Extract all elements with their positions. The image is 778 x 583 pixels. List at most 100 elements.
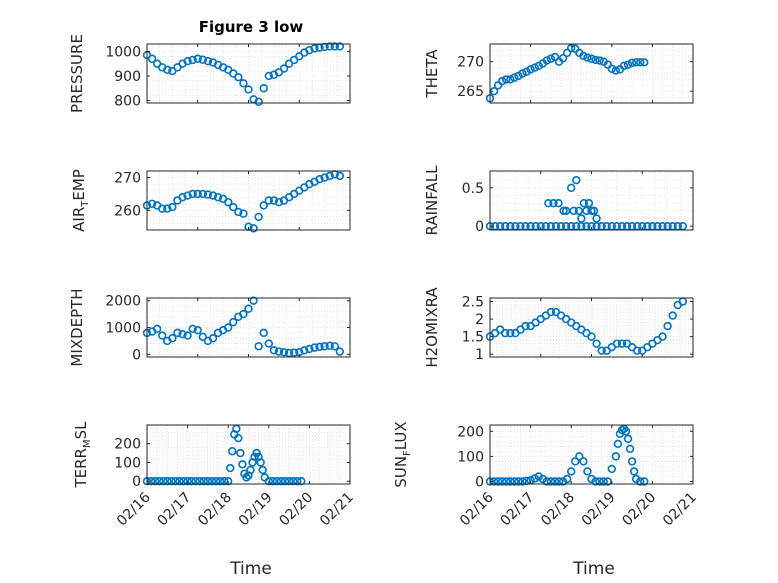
- data-point: [239, 309, 248, 319]
- data-point: [168, 202, 177, 212]
- data-point: [579, 457, 588, 466]
- data-point: [208, 191, 218, 200]
- data-point: [234, 72, 243, 82]
- data-point: [168, 334, 177, 343]
- ylabel-mixdepth: MIXDEPTH: [68, 288, 86, 366]
- y-tick-label: 0: [475, 219, 484, 235]
- data-point: [550, 52, 560, 62]
- data-point: [501, 328, 510, 338]
- data-point: [530, 474, 539, 483]
- data-point: [158, 331, 167, 340]
- data-point: [514, 477, 523, 486]
- data-point: [559, 206, 568, 216]
- data-point: [246, 465, 255, 475]
- data-point: [264, 196, 273, 205]
- data-point: [147, 54, 157, 63]
- data-point: [183, 331, 192, 340]
- data-point: [213, 193, 223, 202]
- data-point: [147, 199, 157, 208]
- data-point: [183, 57, 192, 66]
- y-tick-label: 2.5: [462, 295, 484, 311]
- data-point: [193, 189, 202, 199]
- data-point: [493, 477, 503, 486]
- y-tick-label: 200: [457, 424, 484, 440]
- subplot-mixdepth: 0 1000 2000 MIXDEPTH: [68, 288, 351, 367]
- data-point: [288, 476, 298, 486]
- data-point: [203, 57, 213, 66]
- data-point: [242, 473, 251, 482]
- data-point: [636, 58, 645, 67]
- ylabel-pressure: PRESSURE: [68, 34, 86, 113]
- data-point: [325, 42, 334, 51]
- y-tick-label: 2: [475, 312, 484, 328]
- y-tick-label: 200: [114, 437, 141, 453]
- data-point: [623, 434, 633, 444]
- data-point: [178, 330, 187, 339]
- data-point: [497, 76, 507, 86]
- data-point: [572, 175, 581, 185]
- ylabel-theta: THETA: [423, 49, 441, 99]
- data-point: [592, 214, 601, 223]
- data-point: [619, 61, 629, 71]
- data-point: [627, 457, 637, 466]
- data-point: [259, 201, 268, 210]
- data-point: [629, 467, 639, 476]
- data-point: [305, 344, 314, 354]
- data-point: [154, 476, 164, 486]
- data-point: [542, 477, 552, 486]
- y-tick-label: 0: [475, 474, 484, 490]
- y-tick-label: 1000: [105, 44, 141, 60]
- data-point: [510, 477, 519, 486]
- y-tick-label: 1000: [105, 321, 141, 337]
- data-point: [510, 73, 519, 82]
- data-point: [173, 328, 182, 338]
- x-tick-label: 02/16: [114, 489, 154, 529]
- data-point: [198, 55, 208, 64]
- data-point: [587, 332, 596, 341]
- y-tick-label: 0: [132, 474, 141, 490]
- data-point: [284, 476, 294, 486]
- x-tick-label: 02/18: [538, 490, 578, 530]
- subplot-h2omixra: 11.5 22.5 H2OMIXRA: [423, 287, 694, 368]
- data-point: [546, 307, 556, 317]
- data-point: [269, 346, 279, 355]
- data-point: [272, 476, 282, 486]
- data-point: [506, 477, 515, 486]
- data-point: [554, 477, 564, 486]
- data-point: [611, 452, 621, 461]
- data-point: [583, 467, 592, 476]
- figure-title: Figure 3 low: [199, 18, 304, 36]
- data-point: [562, 48, 572, 58]
- data-point: [577, 214, 586, 223]
- data-point: [558, 53, 568, 63]
- data-point: [566, 183, 576, 193]
- data-point: [603, 477, 612, 486]
- data-point: [199, 476, 209, 486]
- data-point: [264, 476, 273, 486]
- data-point: [234, 433, 243, 443]
- data-point: [175, 476, 184, 486]
- xlabel-left: Time: [229, 559, 272, 579]
- data-point: [274, 197, 284, 207]
- data-point: [259, 84, 268, 93]
- data-point: [191, 476, 200, 486]
- data-point: [335, 347, 345, 356]
- data-point: [584, 198, 594, 208]
- data-point: [502, 477, 511, 486]
- data-point: [256, 458, 265, 467]
- data-point: [310, 44, 319, 53]
- data-point: [254, 212, 263, 222]
- data-point: [587, 206, 596, 216]
- data-point: [589, 206, 599, 216]
- data-point: [297, 476, 306, 486]
- data-point: [239, 79, 248, 88]
- x-tick-label: 02/16: [457, 489, 497, 529]
- data-point: [612, 339, 622, 348]
- data-point: [249, 296, 258, 305]
- y-tick-label: 100: [457, 449, 484, 465]
- data-point: [289, 348, 299, 357]
- data-point: [187, 476, 196, 486]
- data-point: [224, 476, 233, 486]
- data-point: [335, 42, 345, 51]
- xlabel-right: Time: [572, 559, 615, 579]
